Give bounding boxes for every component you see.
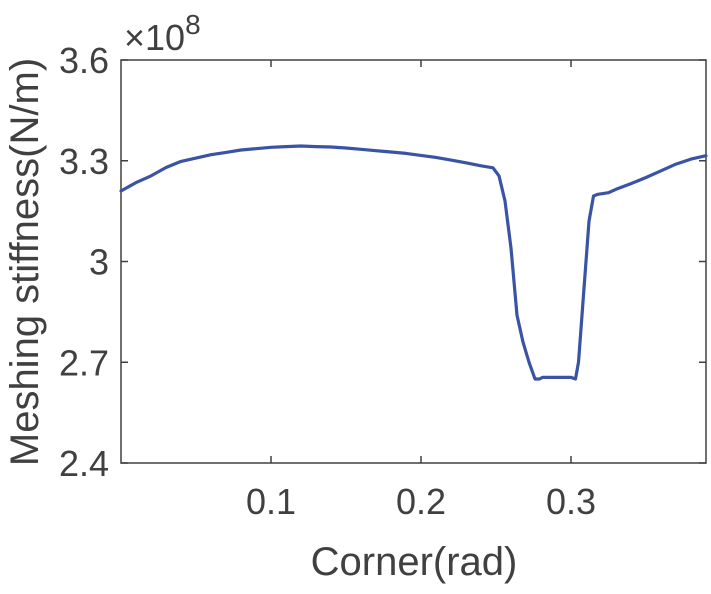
y-tick-label: 2.7 bbox=[59, 342, 109, 383]
x-tick-label: 0.1 bbox=[246, 481, 296, 522]
y-exponent-base: ×10 bbox=[124, 17, 185, 58]
x-tick-label: 0.3 bbox=[546, 481, 596, 522]
y-exponent-power: 8 bbox=[185, 9, 201, 40]
axes bbox=[120, 59, 707, 464]
y-tick-label: 3 bbox=[89, 242, 109, 283]
x-axis-label: Corner(rad) bbox=[311, 540, 518, 584]
plot-box bbox=[120, 59, 707, 464]
series-layer bbox=[119, 144, 708, 381]
y-tick-label: 3.3 bbox=[59, 141, 109, 182]
y-exponent-label: ×108 bbox=[124, 9, 201, 58]
y-tick-label: 3.6 bbox=[59, 40, 109, 81]
tick-labels: 2.4 2.7 3 3.3 3.6 0.1 0.2 0.3 bbox=[59, 40, 596, 522]
y-axis-label: Meshing stiffness(N/m) bbox=[3, 58, 47, 466]
y-tick-label: 2.4 bbox=[59, 443, 109, 484]
series-line bbox=[119, 144, 708, 381]
x-tick-label: 0.2 bbox=[396, 481, 446, 522]
